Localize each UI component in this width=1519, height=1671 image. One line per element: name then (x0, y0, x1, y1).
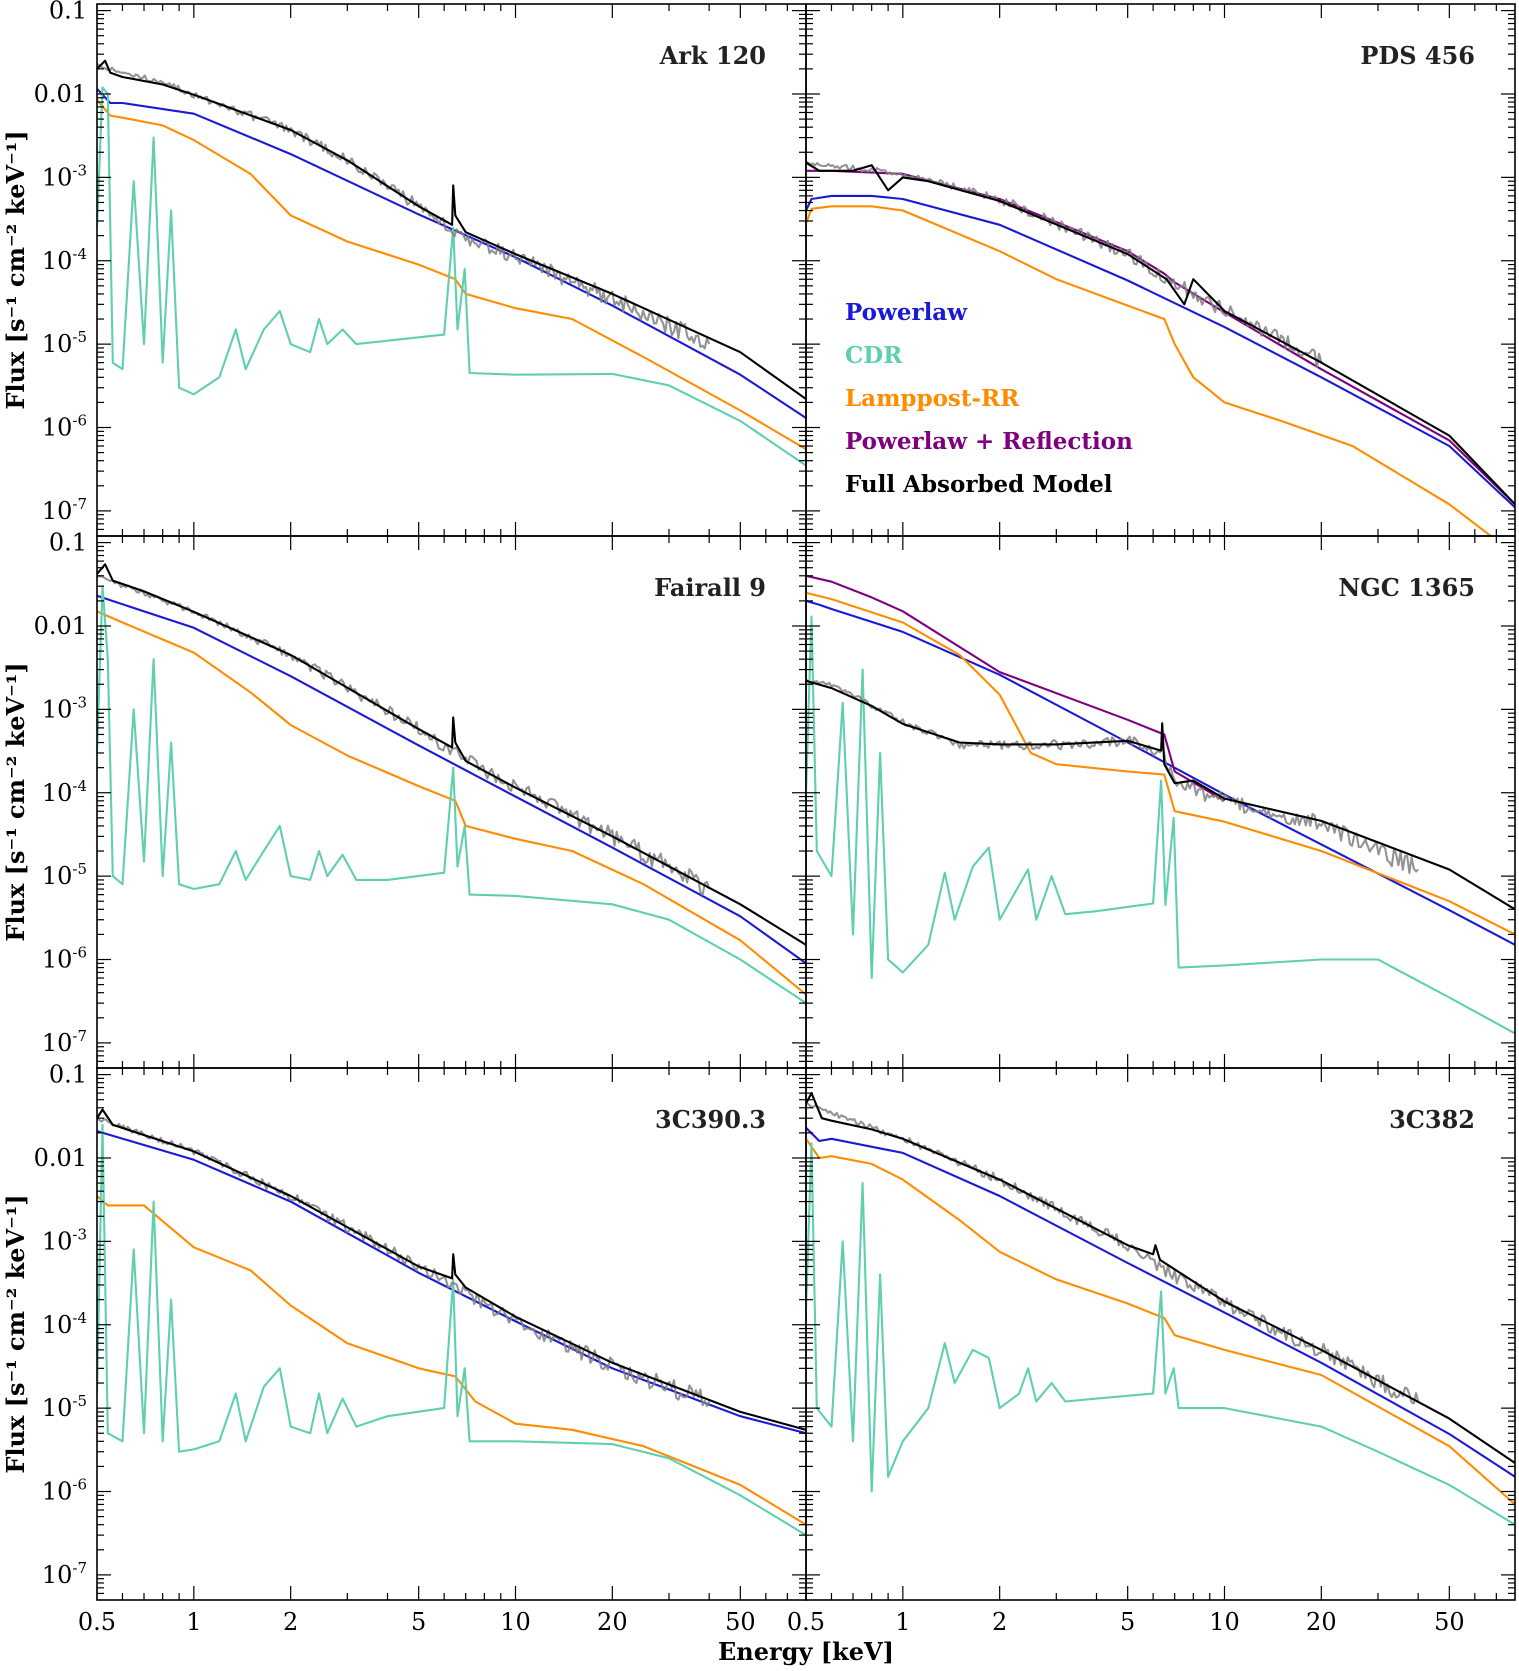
y-tick-label: 0.1 (49, 529, 87, 557)
x-axis-title: Energy [keV] (718, 1637, 894, 1666)
series-full-line (806, 1092, 1515, 1464)
x-tick-label: 5 (1120, 1608, 1135, 1636)
series-powerlaw-line (806, 194, 1515, 509)
series-lamppost-line (97, 610, 806, 996)
y-tick-label: 0.01 (34, 1144, 87, 1172)
series-group (97, 59, 806, 467)
y-tick-label: 10-7 (42, 495, 87, 525)
y-tick-label: 10-3 (42, 161, 87, 191)
y-tick-label: 0.01 (34, 80, 87, 108)
panel-title: NGC 1365 (1338, 573, 1475, 602)
x-tick-label: 0.5 (78, 1608, 116, 1636)
panel-title: 3C382 (1389, 1105, 1475, 1134)
series-full-line (97, 59, 806, 400)
series-reflection-line (806, 169, 1515, 506)
y-tick-label: 10-5 (42, 1392, 87, 1422)
y-tick-label: 10-3 (42, 1225, 87, 1255)
series-powerlaw-line (806, 599, 1515, 946)
legend-entry-cdr: CDR (845, 342, 903, 369)
series-cdr-line (806, 1142, 1515, 1526)
series-full-line (97, 563, 806, 946)
series-lamppost-line (806, 205, 1493, 536)
x-tick-label: 10 (500, 1608, 531, 1636)
series-lamppost-line (97, 99, 806, 451)
series-powerlaw-line (97, 1130, 806, 1435)
y-tick-label: 10-4 (42, 245, 87, 275)
x-tick-label: 50 (725, 1608, 756, 1636)
panel-title: 3C390.3 (655, 1105, 766, 1134)
series-group (97, 563, 806, 1004)
x-tick-label: 2 (992, 1608, 1007, 1636)
panel-fairall-9: 0.1 0.01 10-3 10-4 10-5 10-6 10-7 Fairall 9 Flux… (1, 529, 807, 1069)
series-powerlaw-line (806, 1127, 1515, 1478)
y-tick-label: 10-4 (42, 1309, 87, 1339)
series-lamppost-line (97, 1195, 806, 1526)
y-tick-label: 10-4 (42, 777, 87, 807)
panel-frame (805, 1067, 1516, 1601)
series-data-line (97, 1117, 711, 1408)
y-tick-label: 10-7 (42, 1027, 87, 1057)
panel-title: Ark 120 (659, 41, 766, 70)
x-tick-label: 10 (1209, 1608, 1240, 1636)
series-cdr-line (97, 86, 806, 467)
legend-entry-full-absorbed-model: Full Absorbed Model (845, 471, 1113, 498)
series-powerlaw-line (97, 594, 806, 965)
panel-title: Fairall 9 (654, 573, 766, 602)
panel-frame (96, 1067, 807, 1601)
y-axis-title: Flux [s⁻¹ cm⁻² keV⁻¹] (1, 130, 30, 409)
panel-frame (805, 3, 1516, 537)
series-cdr-line (806, 615, 1515, 1035)
legend-entry-powerlaw: Powerlaw (845, 299, 968, 326)
y-tick-label: 10-6 (42, 944, 87, 974)
series-reflection-line (806, 574, 1226, 802)
series-group (806, 574, 1515, 1035)
x-tick-label: 1 (186, 1608, 201, 1636)
series-group (97, 1108, 806, 1536)
y-tick-label: 0.1 (49, 0, 87, 25)
series-data-line (806, 1101, 1420, 1405)
y-axis-title: Flux [s⁻¹ cm⁻² keV⁻¹] (1, 662, 30, 941)
legend-entry-lamppost-rr: Lamppost-RR (845, 385, 1020, 412)
series-full-line (806, 161, 1515, 506)
legend: Powerlaw CDR Lamppost-RR Powerlaw + Reflect… (845, 299, 1133, 498)
x-tick-label: 5 (411, 1608, 426, 1636)
series-cdr-line (97, 1123, 806, 1536)
x-tick-label: 20 (1306, 1608, 1337, 1636)
series-lamppost-line (806, 1138, 1515, 1506)
panel-frame (96, 3, 807, 537)
x-tick-label: 20 (597, 1608, 628, 1636)
series-full-line (806, 679, 1515, 911)
panel-title: PDS 456 (1360, 41, 1475, 70)
series-group (806, 160, 1515, 536)
legend-entry-powerlaw-reflection: Powerlaw + Reflection (845, 428, 1133, 455)
y-tick-label: 10-3 (42, 693, 87, 723)
series-data-line (806, 678, 1419, 875)
series-lamppost-line (806, 591, 1515, 936)
x-tick-label: 0.5 (787, 1608, 825, 1636)
y-tick-label: 0.01 (34, 612, 87, 640)
x-tick-label: 50 (1434, 1608, 1465, 1636)
y-tick-label: 10-6 (42, 412, 87, 442)
series-powerlaw-line (97, 88, 806, 419)
panel-ark-120: 0.1 0.01 10-3 10-4 10-5 10-6 10-7 Ark 120 Flux [… (1, 0, 807, 537)
x-tick-label: 1 (895, 1608, 910, 1636)
series-group (806, 1092, 1515, 1526)
series-cdr-line (97, 585, 806, 1004)
y-tick-label: 10-5 (42, 328, 87, 358)
x-tick-label: 2 (283, 1608, 298, 1636)
y-tick-label: 0.1 (49, 1061, 87, 1089)
y-axis-title: Flux [s⁻¹ cm⁻² keV⁻¹] (1, 1194, 30, 1473)
panels-group: 0.1 0.01 10-3 10-4 10-5 10-6 10-7 Ark 120 Flux [… (1, 0, 1516, 1636)
y-tick-label: 10-5 (42, 860, 87, 890)
panel-3c390-3: 0.1 0.01 10-3 10-4 10-5 10-6 10-7 0.5 1 2 5 10 20 50 3… (1, 1061, 807, 1636)
series-full-line (97, 1108, 806, 1431)
y-tick-label: 10-7 (42, 1559, 87, 1589)
series-data-line (97, 575, 711, 896)
panel-ngc-1365: NGC 1365 (805, 535, 1516, 1069)
panel-3c382: 0.5 1 2 5 10 20 50 3C382 (787, 1067, 1516, 1636)
y-tick-label: 10-6 (42, 1476, 87, 1506)
